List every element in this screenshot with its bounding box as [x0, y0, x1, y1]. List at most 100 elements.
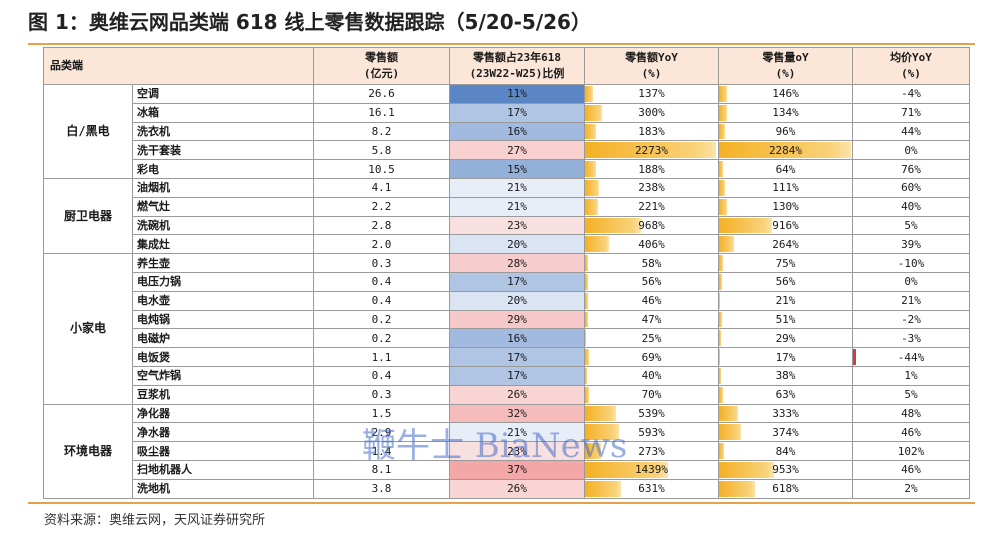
volume_yoy-cell: 916% — [718, 215, 853, 236]
sales_yoy-cell: 593% — [584, 422, 719, 443]
sales_yoy-cell: 58% — [584, 253, 719, 273]
volume_yoy-value: 130% — [772, 200, 799, 214]
table-row: 彩电 10.5 15% 188% 64% 76% — [44, 159, 970, 179]
table-row: 电饭煲 1.1 17% 69% 17% -44% — [44, 347, 970, 367]
sales_yoy-bar — [585, 179, 599, 196]
volume_yoy-value: 96% — [775, 124, 796, 138]
volume_yoy-bar — [719, 461, 775, 478]
price_yoy-cell: -2% — [852, 309, 970, 330]
item-name: 净水器 — [132, 422, 314, 443]
sales_yoy-cell: 2273% — [584, 140, 719, 161]
table-row: 洗碗机 2.8 23% 968% 916% 5% — [44, 215, 970, 236]
sales_yoy-value: 539% — [638, 406, 665, 420]
sales_yoy-bar — [585, 480, 622, 497]
volume_yoy-value: 333% — [772, 406, 799, 420]
price_yoy-value: 71% — [901, 106, 921, 120]
volume_yoy-cell: 953% — [718, 459, 853, 480]
volume_yoy-value: 2284% — [768, 143, 803, 157]
header-volume-yoy: 零售量oY (%) — [718, 47, 853, 85]
volume_yoy-value: 134% — [772, 106, 799, 120]
volume_yoy-value: 29% — [775, 331, 796, 345]
volume_yoy-bar — [719, 255, 724, 271]
sales_yoy-value: 238% — [638, 181, 665, 195]
price_yoy-value: 40% — [901, 200, 921, 214]
table-row: 电水壶 0.4 20% 46% 21% 21% — [44, 290, 970, 311]
table-row: 净水器 2.9 21% 593% 374% 46% — [44, 422, 970, 443]
volume_yoy-bar — [719, 330, 721, 347]
price_yoy-cell: 48% — [852, 403, 970, 424]
volume_yoy-value: 51% — [775, 312, 796, 326]
watermark: 鞭牛士 BiaNews — [362, 426, 628, 466]
volume_yoy-value: 111% — [772, 181, 799, 195]
price_yoy-cell: 71% — [852, 102, 970, 123]
price_yoy-cell: 60% — [852, 177, 970, 198]
volume_yoy-bar — [719, 86, 728, 102]
price_yoy-value: 60% — [901, 181, 921, 195]
sales_yoy-bar — [585, 86, 593, 102]
sales_yoy-bar — [585, 405, 617, 422]
sales_yoy-bar — [585, 123, 596, 140]
sales_yoy-value: 25% — [641, 331, 662, 345]
item-name: 电饭煲 — [132, 347, 314, 367]
sales-value: 0.4 — [313, 365, 450, 386]
group-label: 厨卫电器 — [43, 177, 133, 255]
price_yoy-value: 39% — [901, 237, 921, 251]
item-name: 冰箱 — [132, 102, 314, 123]
item-name: 洗干套装 — [132, 140, 314, 161]
price_yoy-cell: 40% — [852, 196, 970, 217]
volume_yoy-cell: 17% — [718, 347, 853, 367]
volume_yoy-bar — [719, 292, 721, 309]
sales_yoy-value: 968% — [638, 218, 665, 232]
share-value: 11% — [449, 84, 585, 104]
volume_yoy-cell: 333% — [718, 403, 853, 424]
volume_yoy-cell: 96% — [718, 121, 853, 142]
share-value: 21% — [449, 196, 585, 217]
price_yoy-value: -44% — [897, 350, 925, 364]
share-value: 20% — [449, 290, 585, 311]
share-value: 23% — [449, 215, 585, 236]
price_yoy-cell: 44% — [852, 121, 970, 142]
price_yoy-cell: 5% — [852, 215, 970, 236]
item-name: 养生壶 — [132, 253, 314, 273]
sales_yoy-value: 183% — [638, 124, 665, 138]
sales_yoy-value: 221% — [638, 200, 665, 214]
share-value: 20% — [449, 234, 585, 255]
item-name: 电磁炉 — [132, 328, 314, 349]
volume_yoy-bar — [719, 217, 772, 234]
item-name: 洗地机 — [132, 478, 314, 499]
volume_yoy-cell: 134% — [718, 102, 853, 123]
volume_yoy-bar — [719, 405, 739, 422]
item-name: 空调 — [132, 84, 314, 104]
sales-value: 2.8 — [313, 215, 450, 236]
sales_yoy-bar — [585, 311, 588, 328]
volume_yoy-cell: 75% — [718, 253, 853, 273]
data-table: 品类端 零售额 (亿元) 零售额占23年618 (23W22-W25)比例 零售额Y… — [43, 47, 970, 499]
share-value: 17% — [449, 347, 585, 367]
sales_yoy-value: 2273% — [634, 143, 669, 157]
item-name: 洗碗机 — [132, 215, 314, 236]
price_yoy-value: 102% — [897, 444, 925, 458]
share-value: 21% — [449, 422, 585, 443]
table-row: 电磁炉 0.2 16% 25% 29% -3% — [44, 328, 970, 349]
sales_yoy-cell: 40% — [584, 365, 719, 386]
sales_yoy-bar — [585, 104, 603, 121]
sales-value: 0.3 — [313, 384, 450, 405]
price_yoy-cell: 76% — [852, 159, 970, 179]
sales-value: 0.4 — [313, 290, 450, 311]
sales_yoy-bar — [585, 273, 589, 290]
price_yoy-cell: 46% — [852, 459, 970, 480]
sales-value: 2.2 — [313, 196, 450, 217]
share-value: 15% — [449, 159, 585, 179]
page-title: 图 1：奥维云网品类端 618 线上零售数据跟踪（5/20-5/26） — [28, 10, 591, 34]
volume_yoy-cell: 64% — [718, 159, 853, 179]
price_yoy-cell: 102% — [852, 441, 970, 461]
price_yoy-cell: -44% — [852, 347, 970, 367]
price_yoy-value: -10% — [897, 256, 925, 270]
sales_yoy-cell: 300% — [584, 102, 719, 123]
price_yoy-value: 5% — [904, 388, 918, 402]
volume_yoy-cell: 130% — [718, 196, 853, 217]
volume_yoy-value: 916% — [772, 218, 799, 232]
item-name: 燃气灶 — [132, 196, 314, 217]
volume_yoy-bar — [719, 424, 741, 441]
header-sales: 零售额 (亿元) — [313, 47, 450, 85]
